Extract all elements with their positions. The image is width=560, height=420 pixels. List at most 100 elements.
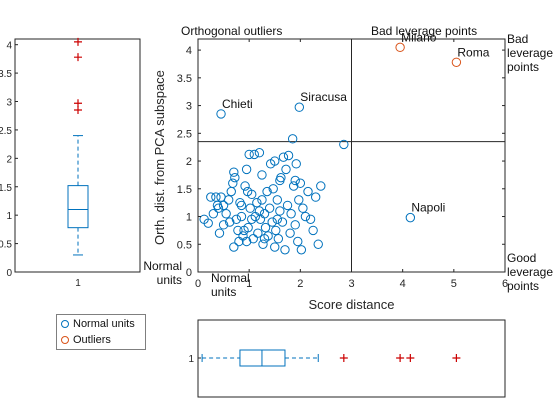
main-scatter-plot: Chieti Siracusa Napoli Milano Roma 0 1 2 3 4 5 6 0… [143,24,553,312]
x-tick-label: 5 [451,278,457,290]
quadrant-label-orthogonal-outliers: Orthogonal outliers [181,24,282,38]
quadrant-label-line: points [507,279,539,293]
y-tick-label: 3 [186,101,192,113]
boxplot-bottom-category-label: 1 [188,354,194,365]
normal-unit-point [288,181,299,191]
boxplot-left-tick-label: 4 [6,41,12,52]
normal-unit-point [298,203,308,213]
normal-unit-point [277,217,288,227]
boxplot-left-tick-label: 2 [6,154,12,165]
normal-unit-point [216,192,226,202]
point-labels: Chieti Siracusa Napoli Milano Roma [222,30,490,214]
boxplot-left-outliers [74,37,82,115]
normal-unit-point [258,239,268,249]
boxplot-left-box [67,185,89,229]
normal-unit-point [225,217,235,227]
normal-unit-point [270,242,280,252]
y-axis-label: Orth. dist. from PCA subspace [152,70,167,245]
boxplot-bottom-outlier-marker [452,354,461,362]
y-tick-label: 0 [186,267,192,279]
normal-unit-point [316,181,326,191]
normal-unit-point [236,200,247,211]
normal-unit-point [240,181,250,191]
quadrant-label-line: Normal [143,259,182,273]
normal-unit-point [226,186,236,197]
normal-unit-point [233,225,243,236]
point-milano [395,42,405,53]
point-label: Siracusa [300,90,347,104]
y-tick-label: 0.5 [177,239,192,251]
boxplot-left-tick-label: 1.5 [0,183,12,194]
orthogonal-distance-boxplot: 0 0.5 1 1.5 2 2.5 3 3.5 4 1 [0,37,141,289]
normal-unit-point [243,222,253,233]
normal-unit-point [229,167,239,177]
normal-unit-point [260,222,271,233]
boxplot-left-category-label: 1 [75,278,81,289]
y-tick-label: 2 [186,156,192,168]
x-tick-label: 6 [502,278,508,290]
normal-unit-point [231,214,242,224]
normal-unit-point [249,149,259,160]
boxplot-bottom-outlier-marker [406,354,415,362]
normal-unit-point [236,211,247,222]
normal-unit-point [300,211,311,222]
normal-unit-point [282,200,293,211]
boxplot-left-tick-label: 2.5 [0,126,12,137]
normal-unit-point [264,203,275,213]
x-tick-label: 0 [195,278,201,290]
quadrant-label-line: leverage [507,46,553,60]
normal-unit-point [228,178,238,188]
quadrant-label-line: units [211,285,236,299]
normal-unit-point [270,156,280,166]
normal-unit-point [280,245,290,255]
scatter-points [199,42,462,255]
normal-unit-point [281,164,291,175]
point-napoli [405,212,416,223]
y-tick-label: 1.5 [177,184,192,196]
normal-unit-point [310,192,321,202]
normal-units-marker-icon [61,320,69,329]
normal-unit-point [206,192,216,202]
boxplot-bottom-outlier-marker [339,354,348,362]
x-tick-label: 2 [297,278,303,290]
normal-unit-point [214,228,225,238]
normal-unit-point [244,149,254,160]
quadrant-label-line: Good [507,251,536,265]
normal-unit-point [305,214,316,224]
quadrant-label-line: units [157,273,182,287]
normal-unit-point [257,170,267,180]
normal-unit-point [241,164,252,175]
normal-unit-point [294,195,304,205]
x-tick-label: 4 [400,278,406,290]
quadrant-label-bad-leverage: Bad leverage points [371,24,477,38]
y-tick-label: 3.5 [177,73,192,85]
normal-unit-point [295,178,306,188]
point-chieti [216,109,226,119]
normal-unit-point [203,218,213,228]
normal-unit-point [218,220,229,230]
normal-unit-point [235,197,245,208]
legend: Normal units Outliers [56,314,146,350]
normal-unit-point [248,234,258,244]
y-tick-label: 1 [186,212,192,224]
x-axis-ticks: 0 1 2 3 4 5 6 [195,39,508,290]
normal-unit-point [221,209,231,219]
normal-unit-point [255,214,266,224]
normal-unit-point [290,175,300,186]
normal-unit-point [272,195,283,205]
y-tick-label: 2.5 [177,128,192,140]
normal-unit-point [291,159,301,169]
normal-unit-point [254,148,265,158]
normal-unit-point [253,228,263,238]
normal-unit-point [211,192,221,202]
boxplot-left-shape [67,135,89,256]
quadrant-label-line: leverage [507,265,553,279]
point-label: Milano [401,30,437,44]
y-axis-ticks: 0 0.5 1 1.5 2 2.5 3 3.5 4 [177,45,505,279]
x-tick-label: 1 [246,278,252,290]
point-siracusa [294,102,305,112]
normal-unit-point [208,209,219,219]
legend-item-normal-units: Normal units [61,317,135,331]
normal-unit-point [230,172,240,183]
